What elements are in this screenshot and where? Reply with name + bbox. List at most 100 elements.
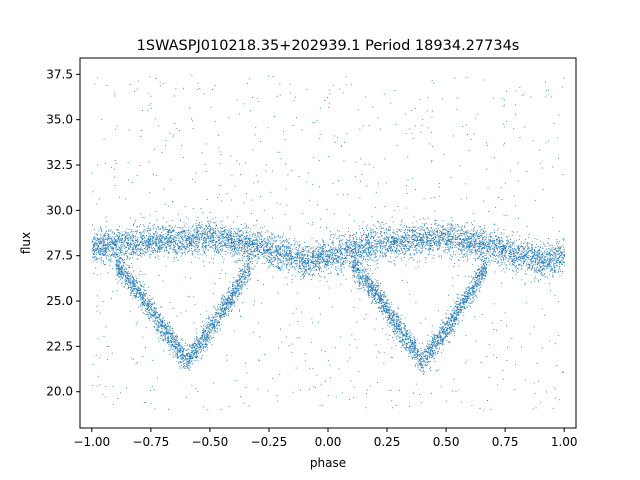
data-point: [435, 235, 436, 237]
data-point: [380, 224, 382, 226]
data-point: [349, 235, 351, 237]
data-point: [401, 250, 403, 252]
data-point: [190, 241, 192, 243]
data-point: [353, 252, 355, 254]
data-point: [319, 269, 321, 271]
data-point: [447, 240, 449, 242]
data-point: [117, 234, 119, 236]
data-point: [245, 242, 246, 244]
data-point: [458, 236, 459, 237]
data-point: [409, 243, 411, 245]
data-point: [314, 266, 316, 268]
data-point: [191, 238, 193, 240]
data-point: [375, 231, 376, 233]
data-point: [229, 239, 231, 240]
data-point: [556, 241, 558, 243]
data-point: [143, 253, 145, 255]
data-point: [402, 251, 404, 253]
data-point: [384, 254, 386, 255]
data-point: [146, 245, 148, 247]
data-point: [485, 246, 487, 248]
data-point: [97, 248, 99, 250]
data-point: [418, 266, 420, 268]
data-point: [500, 270, 502, 272]
data-point: [538, 263, 540, 264]
data-point: [133, 224, 134, 226]
data-point: [325, 263, 327, 265]
data-point: [393, 233, 395, 235]
data-point: [97, 237, 99, 239]
data-point: [284, 251, 285, 253]
data-point: [511, 261, 512, 263]
data-point: [547, 277, 548, 279]
data-point: [431, 245, 433, 247]
data-point: [412, 234, 413, 236]
data-point: [181, 240, 183, 242]
data-point: [440, 226, 442, 228]
data-point: [342, 274, 344, 276]
data-point: [550, 249, 552, 251]
data-point: [144, 248, 146, 250]
data-point: [286, 241, 287, 243]
data-point: [382, 237, 384, 239]
data-point: [131, 263, 132, 264]
data-point: [123, 244, 125, 246]
data-point: [133, 235, 135, 237]
data-point: [478, 251, 480, 252]
data-point: [135, 236, 137, 238]
data-point: [203, 231, 205, 233]
data-point: [184, 241, 186, 243]
data-point: [117, 253, 119, 255]
data-point: [101, 252, 103, 254]
data-point: [502, 250, 504, 252]
data-point: [502, 241, 504, 243]
data-point: [201, 231, 203, 232]
data-point: [401, 237, 402, 239]
data-point: [163, 236, 164, 238]
data-point: [269, 259, 271, 261]
data-point: [313, 260, 315, 262]
data-point: [378, 258, 380, 260]
data-point: [489, 254, 491, 256]
data-point: [318, 263, 320, 264]
data-point: [381, 240, 382, 242]
data-point: [325, 255, 327, 257]
data-point: [130, 237, 132, 239]
data-point: [141, 242, 143, 244]
data-point: [225, 246, 227, 248]
data-point: [327, 273, 329, 274]
data-point: [286, 249, 288, 251]
data-point: [227, 233, 229, 235]
data-point: [279, 246, 281, 248]
data-point: [156, 244, 157, 246]
data-point: [323, 246, 325, 248]
data-point: [378, 240, 380, 242]
data-point: [207, 249, 209, 251]
data-point: [438, 247, 440, 249]
data-point: [305, 254, 306, 256]
data-point: [305, 257, 307, 259]
data-point: [212, 258, 214, 260]
data-point: [455, 245, 457, 247]
data-point: [280, 254, 281, 255]
data-point: [395, 257, 397, 258]
data-point: [179, 246, 181, 247]
data-point: [471, 234, 473, 235]
data-point: [404, 257, 405, 258]
data-point: [115, 245, 117, 247]
data-point: [178, 238, 180, 239]
data-point: [368, 252, 369, 254]
data-point: [322, 250, 324, 252]
data-point: [472, 244, 474, 246]
data-point: [158, 246, 160, 248]
data-point: [377, 267, 378, 269]
data-point: [552, 254, 554, 256]
data-point: [196, 235, 198, 237]
data-point: [494, 251, 496, 253]
data-point: [523, 252, 524, 253]
data-point: [118, 249, 119, 250]
data-point: [554, 254, 556, 256]
data-point: [337, 250, 338, 252]
data-point: [509, 244, 511, 246]
data-point: [416, 243, 418, 245]
